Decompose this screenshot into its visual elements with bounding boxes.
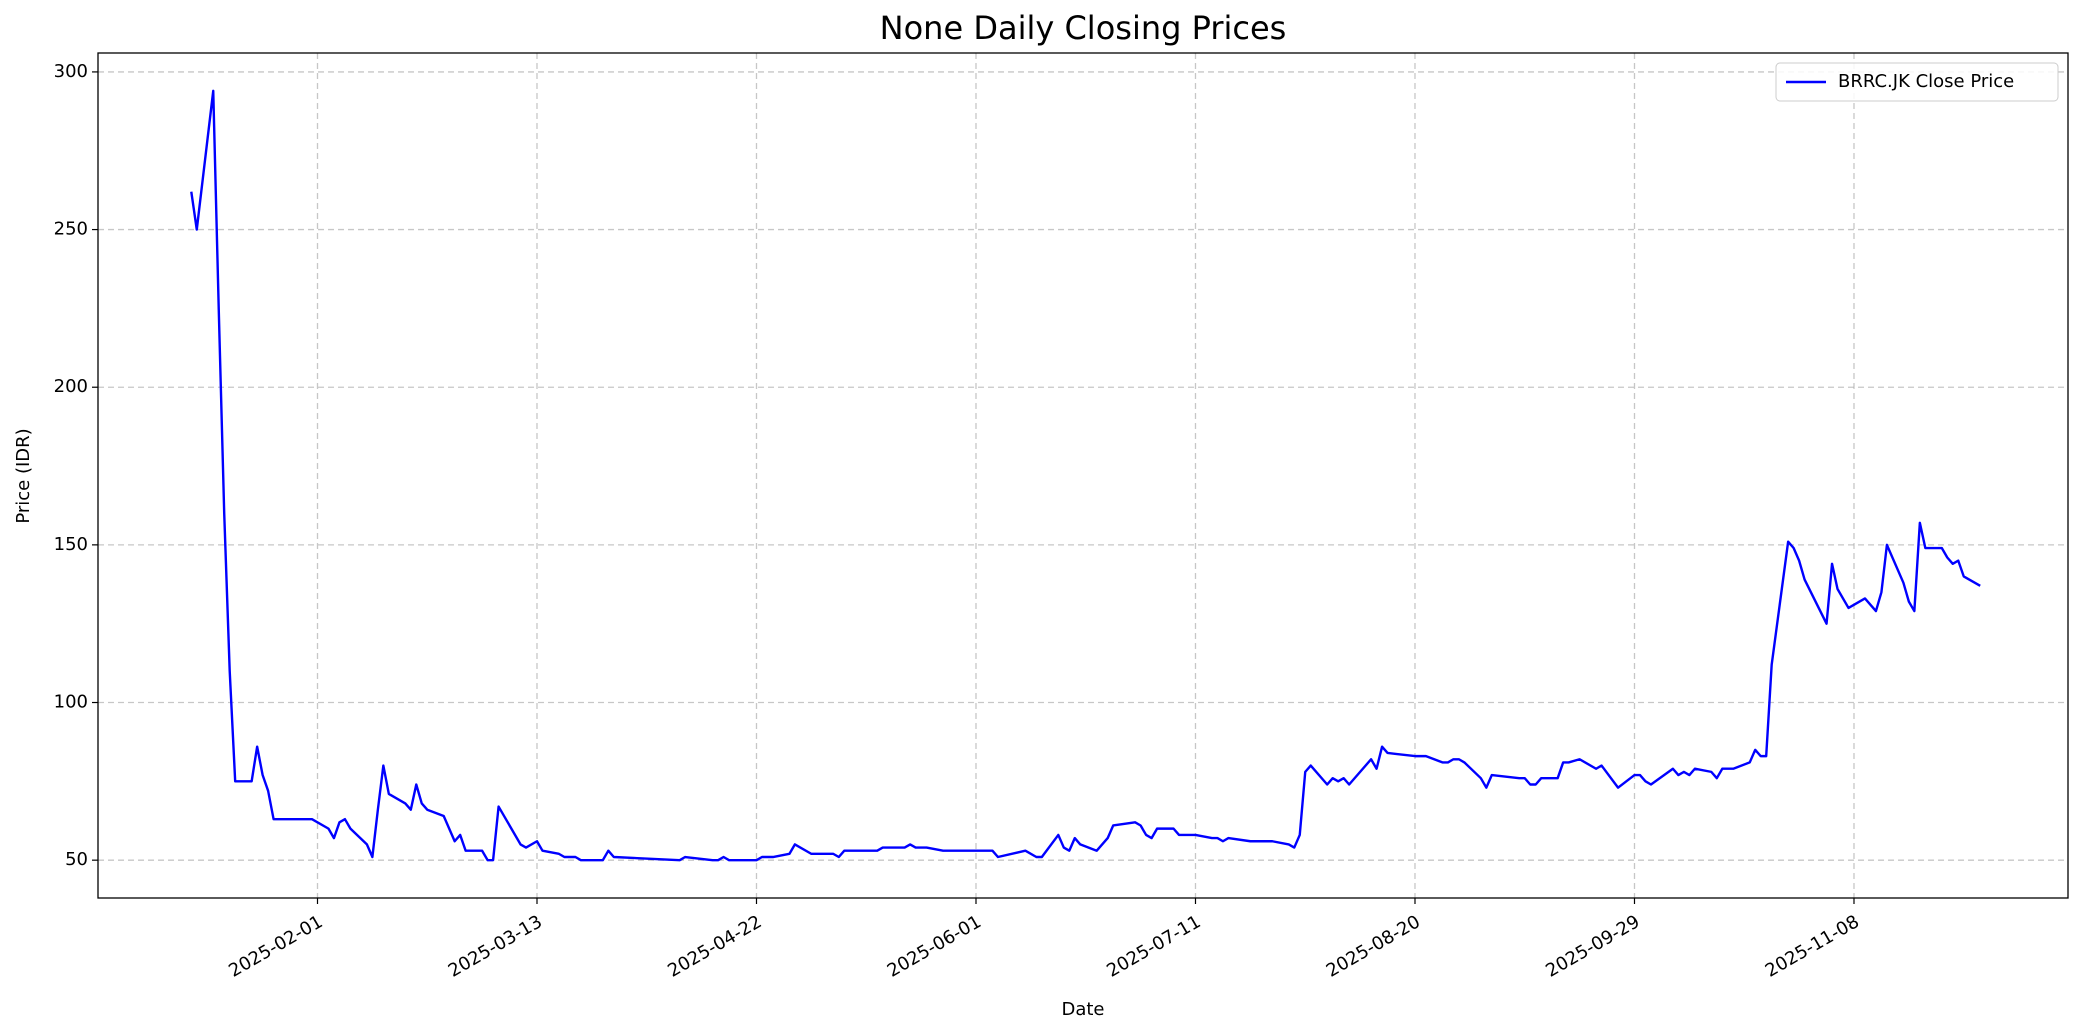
y-tick-label: 200 [54, 376, 88, 397]
y-tick-label: 50 [65, 849, 88, 870]
legend-label: BRRC.JK Close Price [1838, 71, 2014, 92]
y-tick-label: 250 [54, 219, 88, 240]
legend-box [1775, 62, 2059, 102]
y-tick-label: 100 [54, 692, 88, 713]
x-tick-label: 2025-11-08 [1762, 911, 1863, 981]
x-tick-label: 2025-06-01 [884, 911, 985, 981]
x-tick-label: 2025-04-22 [664, 911, 765, 981]
line-series [190, 89, 1981, 862]
plot-frame [97, 52, 2069, 899]
x-tick-label: 2025-02-01 [225, 911, 326, 981]
chart-title: None Daily Closing Prices [880, 9, 1287, 47]
x-tick-label: 2025-03-13 [445, 911, 546, 981]
x-tick-label: 2025-08-20 [1323, 911, 1424, 981]
x-tick-label: 2025-07-11 [1103, 911, 1204, 981]
x-tick-label: 2025-09-29 [1542, 911, 1643, 981]
y-tick-label: 150 [54, 534, 88, 555]
y-tick-label: 300 [54, 61, 88, 82]
y-axis-label: Price (IDR) [13, 428, 34, 523]
x-axis-label: Date [1061, 999, 1104, 1020]
